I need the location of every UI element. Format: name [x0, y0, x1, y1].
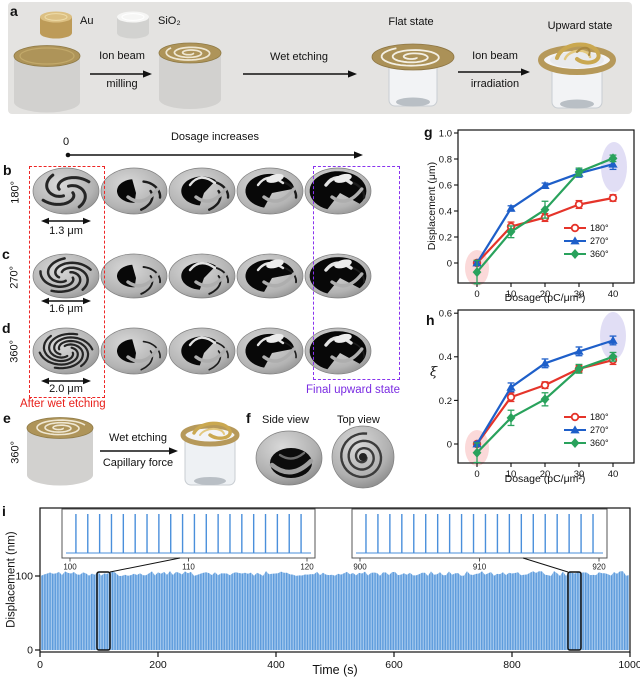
svg-text:0: 0	[474, 289, 479, 300]
panel-e-arrow-bottom-label: Capillary force	[102, 457, 174, 469]
panel-d-scale: 2.0 μm	[49, 383, 83, 395]
chart-h: 0 0.2 0.4 0.6 0 10 20 30 40 180° 270° 360°	[439, 309, 635, 480]
side-view-label: Side view	[262, 414, 310, 426]
panel-b-scale: 1.3 μm	[49, 225, 83, 237]
svg-text:920: 920	[592, 563, 606, 572]
svg-text:600: 600	[385, 659, 403, 671]
flat-state-label: Flat state	[388, 16, 434, 28]
svg-text:40: 40	[608, 469, 619, 480]
svg-text:0.4: 0.4	[439, 206, 452, 217]
chart-h-xlabel: Dosage (pC/μm²)	[504, 473, 586, 485]
panel-e-label: e	[3, 410, 11, 426]
svg-text:120: 120	[300, 563, 314, 572]
top-view-label: Top view	[337, 414, 380, 426]
svg-text:1000: 1000	[618, 659, 640, 671]
svg-text:800: 800	[503, 659, 521, 671]
chart-h-ylabel: ξ	[430, 365, 438, 380]
chart-g-xlabel: Dosage (pC/μm²)	[504, 292, 586, 304]
svg-text:910: 910	[473, 563, 487, 572]
step3-bottom-label: irradiation	[470, 78, 520, 90]
svg-text:20: 20	[540, 469, 551, 480]
svg-text:180°: 180°	[590, 223, 609, 233]
legend-au-label: Au	[80, 15, 94, 27]
step1-bottom-label: milling	[106, 78, 138, 90]
panel-g-label: g	[424, 124, 433, 140]
svg-text:1.0: 1.0	[439, 128, 452, 139]
chart-g-ylabel: Displacement (μm)	[425, 161, 438, 251]
panel-a-graphic	[8, 2, 632, 114]
svg-text:100: 100	[63, 563, 77, 572]
step2-top-label: Wet etching	[270, 51, 328, 63]
svg-text:40: 40	[608, 289, 619, 300]
dosage-zero-label: 0	[63, 136, 70, 148]
svg-text:100: 100	[15, 571, 33, 583]
sem-grid-graphic	[32, 151, 372, 385]
svg-text:20: 20	[540, 289, 551, 300]
svg-text:900: 900	[353, 563, 367, 572]
panel-e-arrow-top-label: Wet etching	[109, 432, 167, 444]
chart-i-xlabel: Time (s)	[312, 663, 358, 677]
svg-text:30: 30	[574, 289, 585, 300]
panel-b-label: b	[3, 162, 12, 178]
svg-text:200: 200	[149, 659, 167, 671]
chart-i-ylabel: Displacement (nm)	[5, 531, 18, 628]
panel-b-angle: 180°	[9, 180, 22, 204]
svg-text:0: 0	[474, 469, 479, 480]
legend-sio2-label: SiO₂	[158, 15, 181, 27]
svg-text:30: 30	[574, 469, 585, 480]
panel-i-label: i	[2, 503, 6, 519]
svg-text:0.2: 0.2	[439, 396, 452, 407]
svg-text:10: 10	[506, 469, 517, 480]
svg-text:270°: 270°	[590, 236, 609, 246]
svg-text:10: 10	[506, 289, 517, 300]
chart-g: 0 0.2 0.4 0.6 0.8 1.0 0 10 20 30 40 180° 270° 360°	[439, 128, 635, 300]
after-wet-etching-caption: After wet etching	[20, 398, 106, 410]
panel-h-label: h	[426, 312, 435, 328]
svg-text:110: 110	[182, 563, 195, 572]
svg-text:400: 400	[267, 659, 285, 671]
step1-top-label: Ion beam	[99, 50, 145, 62]
step3-top-label: Ion beam	[472, 50, 518, 62]
final-upward-state-caption: Final upward state	[306, 384, 400, 396]
panel-ef-graphic	[26, 417, 395, 489]
svg-text:0.2: 0.2	[439, 232, 452, 243]
svg-text:0: 0	[37, 659, 43, 671]
svg-text:0: 0	[447, 258, 452, 269]
dosage-increases-label: Dosage increases	[170, 131, 260, 143]
panel-d-label: d	[2, 320, 11, 336]
svg-text:180°: 180°	[590, 412, 609, 422]
panel-d-angle: 360°	[8, 339, 21, 363]
svg-text:0: 0	[27, 645, 33, 657]
svg-text:0.6: 0.6	[439, 180, 452, 191]
panel-c-angle: 270°	[8, 265, 21, 289]
panel-a-label: a	[10, 3, 18, 19]
svg-text:270°: 270°	[590, 425, 609, 435]
svg-text:0: 0	[447, 439, 452, 450]
svg-text:360°: 360°	[590, 249, 609, 259]
svg-text:360°: 360°	[590, 438, 609, 448]
panel-e-angle: 360°	[9, 440, 22, 464]
svg-text:0.8: 0.8	[439, 154, 452, 165]
panel-c-scale: 1.6 μm	[49, 303, 83, 315]
svg-text:0.4: 0.4	[439, 352, 452, 363]
panel-f-label: f	[246, 410, 251, 426]
panel-c-label: c	[2, 246, 10, 262]
upward-state-label: Upward state	[547, 20, 613, 32]
svg-text:0.6: 0.6	[439, 309, 452, 320]
